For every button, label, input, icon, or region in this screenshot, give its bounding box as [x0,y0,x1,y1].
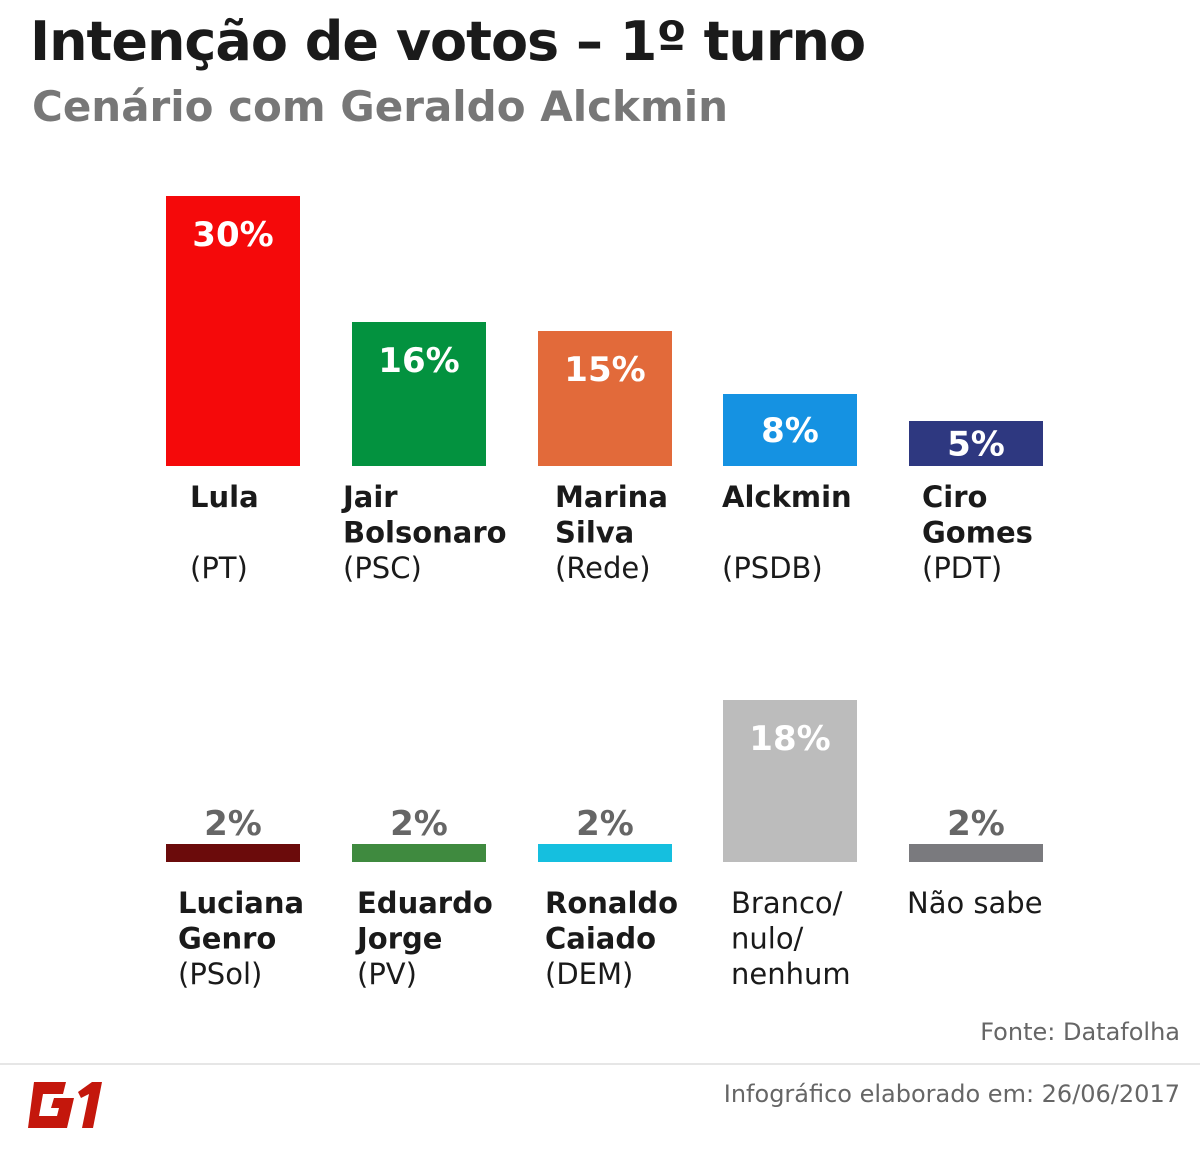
candidate-party-0-4: (PDT) [922,551,1002,585]
bar-value-label-1-3: 18% [749,719,830,759]
bar-value-label-0-4: 5% [947,425,1005,465]
footer-divider [0,1063,1200,1065]
candidate-name-1-0-1: Genro [178,922,276,956]
candidate-party-1-1: (PV) [357,957,417,991]
candidate-name-1-1-0: Eduardo [357,886,493,920]
chart-title: Intenção de votos – 1º turno [30,10,866,73]
candidate-party-1-2: (DEM) [545,957,633,991]
bar-value-label-1-4: 2% [947,804,1005,844]
footer-caption: Infográfico elaborado em: 26/06/2017 [723,1080,1180,1108]
g1-logo-g-mark [28,1082,74,1128]
g1-logo-one-mark [78,1082,102,1128]
candidate-name-0-4-1: Gomes [922,516,1033,550]
bar-value-label-1-1: 2% [390,804,448,844]
candidate-name-1-1-1: Jorge [355,922,442,956]
category-label-1-4-0: Não sabe [907,886,1043,920]
bar-0-3 [723,394,857,466]
bar-value-label-0-3: 8% [761,411,819,451]
candidate-party-0-0: (PT) [190,551,248,585]
bar-0-1 [352,322,486,466]
bar-value-label-0-2: 15% [564,350,645,390]
bar-0-4 [909,421,1043,466]
candidate-name-0-1-1: Bolsonaro [343,516,507,550]
bar-1-2 [538,844,672,862]
category-label-1-3-0: Branco/ [731,886,843,920]
bar-0-0 [166,196,300,466]
bar-value-label-0-0: 30% [192,215,273,255]
g1-logo [28,1082,102,1128]
category-label-1-3-2: nenhum [731,957,851,991]
candidate-name-0-0-0: Lula [190,480,259,514]
candidate-party-1-0: (PSol) [178,957,262,991]
candidate-name-0-1-0: Jair [341,480,398,514]
candidate-party-0-3: (PSDB) [722,551,823,585]
chart-subtitle: Cenário com Geraldo Alckmin [32,82,729,131]
source-note: Fonte: Datafolha [980,1018,1180,1046]
candidate-party-0-2: (Rede) [555,551,651,585]
category-label-1-3-1: nulo/ [731,922,804,956]
candidate-party-0-1: (PSC) [343,551,422,585]
candidate-name-1-2-0: Ronaldo [545,886,678,920]
bar-value-label-1-0: 2% [204,804,262,844]
candidate-name-0-2-1: Silva [555,516,634,550]
bar-1-1 [352,844,486,862]
bar-value-label-0-1: 16% [378,341,459,381]
candidate-name-0-2-0: Marina [555,480,668,514]
bar-1-3 [723,700,857,862]
candidate-name-0-4-0: Ciro [922,480,987,514]
bar-1-0 [166,844,300,862]
candidate-name-1-0-0: Luciana [178,886,304,920]
bar-value-label-1-2: 2% [576,804,634,844]
candidate-name-0-3-0: Alckmin [722,480,852,514]
bar-0-2 [538,331,672,466]
candidate-name-1-2-1: Caiado [545,922,656,956]
bar-1-4 [909,844,1043,862]
